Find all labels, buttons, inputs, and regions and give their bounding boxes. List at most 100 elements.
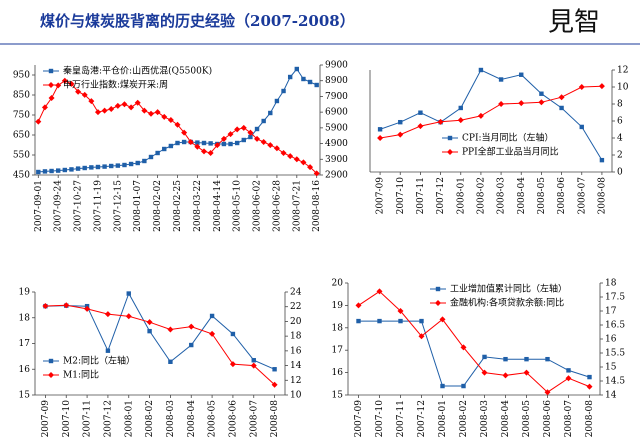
point — [502, 372, 509, 379]
point — [301, 76, 306, 82]
y2-tick-label: 2900 — [325, 171, 348, 181]
point — [544, 389, 551, 396]
point — [587, 374, 592, 380]
x-tick-label: 2007-12 — [103, 400, 113, 437]
point — [376, 288, 383, 295]
point — [313, 170, 320, 177]
y2-tick-label: 14.5 — [605, 377, 625, 387]
point — [174, 121, 181, 128]
point — [102, 164, 107, 169]
point — [168, 143, 174, 149]
point — [397, 131, 404, 138]
point — [247, 129, 254, 136]
y2-tick-label: 17.5 — [605, 293, 625, 303]
point — [477, 112, 484, 119]
x-tick-label: 2008-04 — [187, 400, 197, 438]
point — [250, 362, 257, 369]
point — [254, 126, 260, 132]
point — [498, 77, 504, 82]
point — [188, 323, 195, 330]
y2-tick-label: 6900 — [325, 108, 348, 118]
x-tick-label: 2008-03-22 — [193, 180, 203, 232]
point — [175, 140, 180, 146]
series-line — [379, 69, 603, 161]
x-tick-label: 2007-09 — [354, 400, 364, 438]
y2-tick-label: 16.5 — [605, 321, 625, 331]
point — [598, 83, 605, 90]
point — [307, 164, 314, 171]
point — [565, 375, 572, 382]
x-tick-label: 2008-06-28 — [272, 180, 282, 232]
point — [161, 113, 168, 120]
point — [168, 359, 173, 364]
point — [68, 80, 75, 87]
x-tick-label: 2008-07 — [249, 400, 259, 438]
y2-tick-label: 8900 — [325, 76, 348, 86]
point — [48, 82, 54, 88]
x-tick-label: 2008-06 — [543, 400, 553, 438]
point — [240, 124, 247, 131]
point — [214, 142, 221, 149]
point — [314, 82, 319, 88]
point — [95, 164, 101, 170]
point — [578, 84, 585, 90]
x-tick-label: 2007-12 — [436, 177, 446, 214]
point — [35, 118, 42, 125]
point — [559, 105, 564, 111]
point — [147, 328, 152, 334]
point — [481, 369, 488, 376]
point — [523, 369, 530, 376]
x-tick-label: 2007-12-15 — [113, 180, 123, 232]
x-tick-label: 2008-02 — [145, 400, 155, 437]
point — [268, 110, 273, 116]
point — [377, 127, 383, 132]
y2-tick-label: 8 — [617, 100, 623, 110]
point — [241, 137, 246, 143]
series-line — [45, 292, 275, 370]
point — [167, 117, 174, 123]
point — [122, 162, 127, 168]
point — [62, 167, 68, 173]
y2-tick-label: 12 — [617, 66, 628, 76]
point — [228, 141, 233, 147]
legend-label: M1:同比 — [63, 369, 99, 381]
point — [254, 135, 261, 142]
x-tick-label: 2007-12 — [417, 400, 427, 437]
point — [69, 167, 74, 172]
point — [89, 165, 94, 170]
point — [566, 368, 571, 373]
point — [189, 342, 194, 348]
y2-tick-label: 15 — [605, 363, 617, 373]
point — [187, 139, 194, 145]
point — [49, 168, 54, 174]
point — [104, 311, 111, 318]
point — [88, 98, 95, 105]
point — [267, 142, 274, 149]
y2-tick-label: 10 — [617, 83, 629, 93]
point — [437, 118, 444, 125]
y-tick-label: 750 — [13, 111, 30, 121]
x-tick-label: 2008-04 — [517, 177, 527, 215]
point — [105, 348, 111, 353]
point — [101, 107, 108, 114]
point — [271, 381, 278, 388]
x-tick-label: 2008-08 — [585, 400, 595, 438]
x-tick-label: 2008-06 — [557, 177, 567, 215]
x-tick-label: 2007-10-27 — [74, 180, 84, 232]
x-tick-label: 2008-01 — [456, 177, 466, 214]
series-line — [380, 85, 602, 139]
point — [418, 333, 425, 340]
point — [519, 72, 524, 77]
point — [398, 318, 403, 324]
x-tick-label: 2007-10 — [62, 400, 72, 438]
point — [55, 168, 61, 173]
x-tick-label: 2008-08-16 — [312, 180, 322, 232]
point — [36, 169, 41, 175]
x-tick-label: 2008-04-14 — [213, 180, 223, 232]
point — [142, 158, 147, 164]
y2-tick-label: 5900 — [325, 123, 348, 133]
point — [307, 79, 313, 85]
point — [558, 94, 565, 101]
point — [230, 331, 236, 337]
y-tick-label: 19 — [19, 288, 31, 298]
